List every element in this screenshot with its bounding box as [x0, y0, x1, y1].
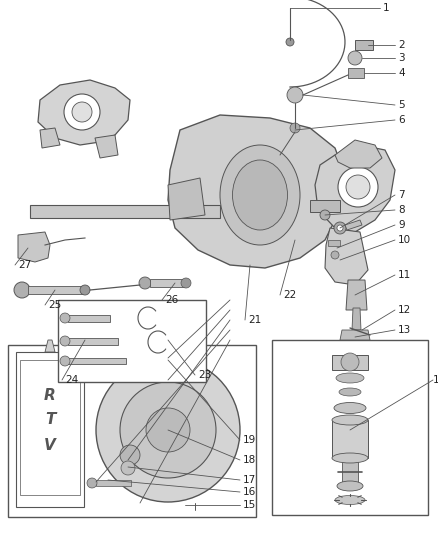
Ellipse shape: [220, 145, 300, 245]
Polygon shape: [168, 178, 205, 220]
Text: 15: 15: [243, 500, 256, 510]
Bar: [355, 40, 373, 50]
Circle shape: [338, 167, 378, 207]
Polygon shape: [335, 140, 382, 168]
Circle shape: [181, 278, 191, 288]
Bar: [58, 300, 206, 382]
Circle shape: [60, 356, 70, 366]
Circle shape: [14, 282, 30, 298]
Circle shape: [80, 285, 90, 295]
Text: 8: 8: [398, 205, 405, 215]
Bar: [8, 345, 256, 517]
Polygon shape: [340, 330, 370, 340]
Text: 5: 5: [398, 100, 405, 110]
Text: 16: 16: [243, 487, 256, 497]
Ellipse shape: [337, 481, 363, 491]
Circle shape: [320, 210, 330, 220]
Bar: [68, 338, 118, 345]
Circle shape: [287, 87, 303, 103]
Circle shape: [334, 222, 346, 234]
Text: 9: 9: [398, 220, 405, 230]
Polygon shape: [352, 308, 361, 330]
Polygon shape: [40, 128, 60, 148]
Text: 25: 25: [48, 300, 61, 310]
Circle shape: [64, 94, 100, 130]
Polygon shape: [38, 80, 130, 145]
Circle shape: [87, 478, 97, 488]
Polygon shape: [20, 360, 80, 495]
Bar: [332, 420, 368, 458]
Polygon shape: [18, 232, 50, 262]
Text: V: V: [44, 438, 56, 453]
Text: 4: 4: [398, 68, 405, 78]
Circle shape: [72, 102, 92, 122]
Circle shape: [337, 225, 343, 231]
Text: T: T: [45, 413, 55, 427]
Ellipse shape: [233, 160, 287, 230]
Circle shape: [346, 175, 370, 199]
Bar: [68, 315, 110, 322]
Text: 23: 23: [198, 370, 211, 380]
Ellipse shape: [339, 388, 361, 396]
Text: 17: 17: [243, 475, 256, 485]
Bar: [272, 340, 428, 515]
Ellipse shape: [332, 453, 368, 463]
Text: 3: 3: [398, 53, 405, 63]
Text: 2: 2: [398, 40, 405, 50]
Bar: [16, 352, 84, 507]
Text: 19: 19: [243, 435, 256, 445]
Polygon shape: [168, 115, 345, 268]
Text: 11: 11: [398, 270, 411, 280]
Bar: [342, 458, 358, 486]
Circle shape: [60, 313, 70, 323]
Ellipse shape: [334, 402, 366, 414]
Polygon shape: [346, 280, 367, 310]
Bar: [348, 68, 364, 78]
Circle shape: [290, 123, 300, 133]
Polygon shape: [332, 355, 368, 370]
Circle shape: [60, 336, 70, 346]
Text: 14: 14: [433, 375, 438, 385]
Bar: [150, 279, 185, 287]
Circle shape: [120, 445, 140, 465]
Circle shape: [286, 38, 294, 46]
Text: 24: 24: [65, 375, 78, 385]
Ellipse shape: [332, 415, 368, 425]
Bar: [68, 358, 126, 364]
Text: R: R: [44, 387, 56, 402]
Circle shape: [331, 251, 339, 259]
Polygon shape: [315, 145, 395, 232]
Polygon shape: [30, 205, 220, 218]
Text: 22: 22: [283, 290, 296, 300]
Text: 1: 1: [383, 3, 390, 13]
Bar: [96, 480, 131, 486]
Polygon shape: [45, 340, 55, 352]
Text: 13: 13: [398, 325, 411, 335]
Text: 6: 6: [398, 115, 405, 125]
Ellipse shape: [335, 496, 365, 505]
Circle shape: [341, 353, 359, 371]
Polygon shape: [325, 228, 368, 285]
Text: 18: 18: [243, 455, 256, 465]
Text: 26: 26: [165, 295, 178, 305]
Bar: [328, 240, 340, 246]
Circle shape: [146, 408, 190, 452]
Text: 12: 12: [398, 305, 411, 315]
Polygon shape: [95, 135, 118, 158]
Circle shape: [121, 461, 135, 475]
Text: 27: 27: [18, 260, 31, 270]
Circle shape: [120, 382, 216, 478]
Polygon shape: [345, 220, 362, 230]
Circle shape: [96, 358, 240, 502]
Circle shape: [139, 277, 151, 289]
Polygon shape: [310, 200, 340, 212]
Text: 10: 10: [398, 235, 411, 245]
Ellipse shape: [336, 373, 364, 383]
Text: 7: 7: [398, 190, 405, 200]
Bar: [28, 286, 83, 294]
Text: 21: 21: [248, 315, 261, 325]
Circle shape: [348, 51, 362, 65]
